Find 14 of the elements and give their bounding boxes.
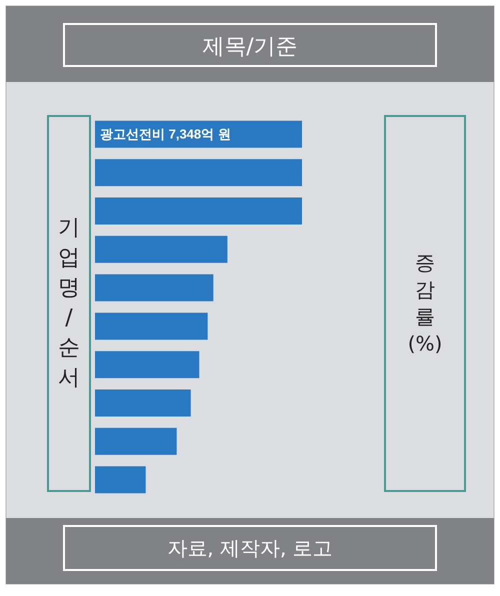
bar bbox=[95, 159, 302, 186]
bar bbox=[95, 274, 214, 302]
text: 증감률(%) bbox=[408, 250, 442, 356]
y-axis-title: 기업명/순서 bbox=[58, 216, 80, 390]
bar bbox=[95, 466, 146, 494]
data-label: 광고선전비 7,348억 원 bbox=[100, 126, 231, 142]
bar bbox=[95, 198, 302, 224]
bar bbox=[95, 236, 228, 263]
text: 자료, 제작자, 로고 bbox=[167, 536, 333, 560]
bar bbox=[95, 390, 191, 416]
chart-title: 제목/기준 bbox=[202, 34, 298, 60]
bar bbox=[95, 428, 177, 455]
bar bbox=[95, 351, 200, 378]
bar bbox=[95, 312, 208, 340]
